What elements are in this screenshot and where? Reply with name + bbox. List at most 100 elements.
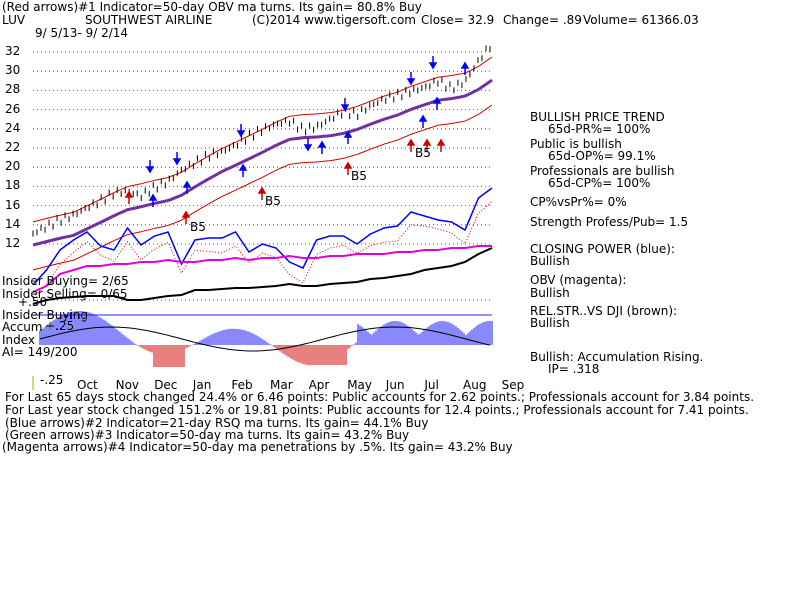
down-arrow — [172, 152, 182, 166]
up-arrow — [182, 180, 192, 194]
footer-magenta-arrows: (Magenta arrows)#4 Indicator=50-day ma p… — [2, 440, 513, 454]
accum-label: Accum — [2, 320, 43, 334]
relstr-state: Bullish — [530, 316, 570, 330]
up-arrow — [148, 193, 158, 207]
up-arrow — [343, 130, 353, 144]
month-label: Mar — [270, 378, 293, 392]
down-arrow — [406, 72, 416, 86]
up-arrow — [422, 138, 432, 152]
change-value: Change= .89 — [503, 13, 582, 27]
company-name: SOUTHWEST AIRLINE — [85, 13, 213, 27]
up-arrow — [257, 186, 267, 200]
insider-selling: Insider Selling= 0/65 — [2, 287, 128, 301]
down-arrow — [236, 124, 246, 138]
up-arrow — [181, 210, 191, 224]
price-tick-label: 14 — [5, 216, 21, 231]
accum-ma-line — [39, 326, 491, 352]
price-tick-label: 12 — [5, 236, 21, 250]
up-arrow — [460, 61, 470, 75]
ip-value: IP= .318 — [548, 362, 600, 376]
lower-band — [32, 104, 493, 271]
footer-year: For Last year stock changed 151.2% or 19… — [5, 403, 749, 417]
rel-strength-line — [32, 247, 493, 305]
month-label: Oct — [77, 378, 98, 392]
price-tick-label: 18 — [5, 178, 21, 193]
annotation-b5: B5 — [415, 146, 431, 160]
annotation-b5: B5 — [351, 169, 367, 183]
price-bars — [32, 45, 491, 237]
obv-line — [32, 245, 492, 293]
month-label: Jun — [385, 378, 405, 392]
signal-arrows — [124, 56, 470, 224]
closing-power-line — [32, 187, 493, 286]
closing-power-state: Bullish — [530, 254, 570, 268]
month-label: Nov — [115, 378, 140, 392]
accum-tick-25: +.25 — [45, 319, 75, 333]
month-label: Jul — [424, 378, 439, 392]
ticker: LUV — [2, 13, 26, 27]
price-tick-label: 30 — [5, 63, 21, 78]
date-range: 9/ 5/13- 9/ 2/14 — [35, 26, 129, 40]
price-tick-label: 16 — [5, 197, 21, 212]
public-state: Public is bullish — [530, 137, 622, 151]
down-arrow — [145, 160, 155, 174]
accumulation-histogram — [39, 311, 493, 367]
insider-buying-label: Insider Buying — [2, 308, 88, 322]
month-label: Sep — [501, 378, 525, 392]
up-arrow — [238, 163, 248, 177]
accum-tick-50: +.50 — [18, 295, 48, 309]
month-label: Dec — [154, 378, 178, 392]
moving-average-line — [32, 78, 493, 247]
closing-power-ma — [32, 201, 493, 298]
month-label: Apr — [308, 378, 330, 392]
annotation-b5: B5 — [265, 194, 281, 208]
price-tick-label: 20 — [5, 159, 21, 174]
bands — [32, 56, 493, 271]
volume-value: Volume= 61366.03 — [583, 13, 699, 27]
relstr-label: REL.STR..VS DJI (brown): — [530, 304, 678, 318]
up-arrow — [124, 190, 134, 204]
close-value: Close= 32.9 — [421, 13, 495, 27]
up-arrow — [436, 138, 446, 152]
indicator-1-caption: (Red arrows)#1 Indicator=50-day OBV ma t… — [2, 0, 422, 14]
price-tick-label: 26 — [5, 101, 21, 116]
strength: Strength Profess/Pub= 1.5 — [530, 215, 689, 229]
up-arrow — [317, 140, 327, 154]
insider-buying: Insider Buying= 2/65 — [2, 274, 129, 288]
down-arrow — [303, 138, 313, 152]
ai-value: AI= 149/200 — [2, 345, 78, 359]
footer-green-arrows: (Green arrows)#3 Indicator=50-day ma tur… — [5, 428, 410, 442]
annotation-b5: B5 — [190, 220, 206, 234]
indicator-lines — [32, 187, 493, 305]
accum-tick-neg25: -.25 — [40, 373, 64, 387]
cp-vs-pr: CP%vsPr%= 0% — [530, 195, 627, 209]
up-arrow — [343, 161, 353, 175]
pr-value: 65d-PR%= 100% — [548, 122, 651, 136]
down-arrow — [340, 98, 350, 112]
copyright: (C)2014 www.tigersoft.com — [252, 13, 416, 27]
price-tick-label: 32 — [5, 44, 21, 58]
prof-state: Professionals are bullish — [530, 164, 675, 178]
up-arrow — [406, 138, 416, 152]
month-label: Aug — [463, 378, 487, 392]
footer-blue-arrows: (Blue arrows)#2 Indicator=21-day RSQ ma … — [5, 416, 429, 430]
month-label: May — [347, 378, 372, 392]
up-arrow — [432, 96, 442, 110]
price-tick-label: 28 — [5, 82, 21, 97]
month-label: Jan — [192, 378, 212, 392]
price-gridlines — [32, 51, 492, 390]
price-tick-label: 22 — [5, 140, 21, 154]
op-value: 65d-OP%= 99.1% — [548, 149, 656, 163]
index-label: Index — [2, 333, 36, 347]
footer-65day: For Last 65 days stock changed 24.4% or … — [5, 390, 755, 404]
trend-title: BULLISH PRICE TREND — [530, 110, 665, 124]
month-label: Feb — [231, 378, 253, 392]
obv-label: OBV (magenta): — [530, 273, 627, 287]
down-arrow — [428, 56, 438, 70]
accum-summary: Bullish: Accumulation Rising. — [530, 350, 704, 364]
obv-state: Bullish — [530, 286, 570, 300]
cp-value: 65d-CP%= 100% — [548, 176, 651, 190]
up-arrow — [418, 114, 428, 128]
closing-power-label: CLOSING POWER (blue): — [530, 242, 675, 256]
